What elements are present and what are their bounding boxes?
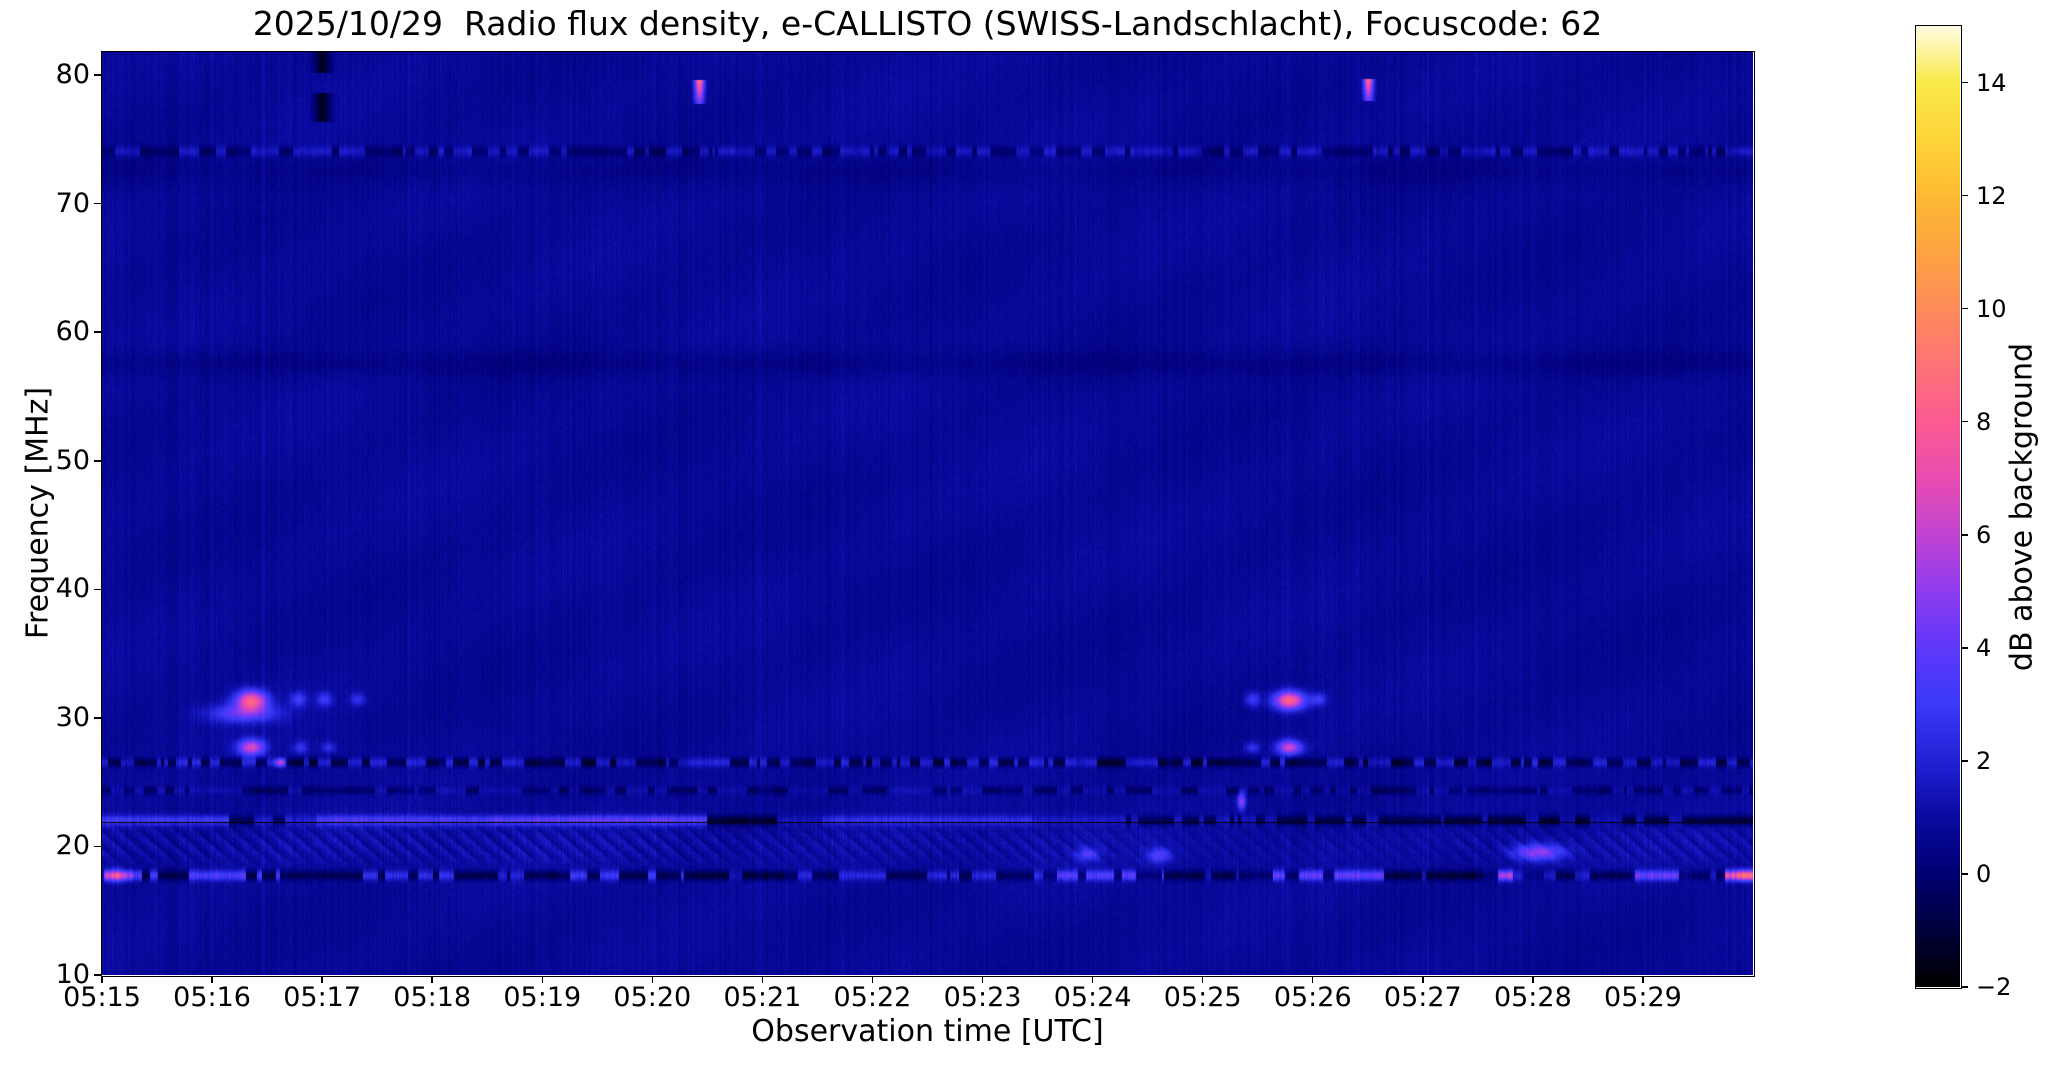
x-tick-mark: [1422, 976, 1424, 983]
x-tick-mark: [431, 976, 433, 983]
colorbar-tick-label: 8: [1976, 407, 1992, 436]
y-tick-label: 80: [55, 59, 90, 91]
x-tick-label: 05:15: [63, 982, 141, 1013]
colorbar-tick-label: 14: [1976, 68, 2007, 97]
x-tick-label: 05:29: [1604, 982, 1682, 1013]
colorbar-tick-mark: [1961, 760, 1968, 762]
y-tick-label: 20: [55, 830, 90, 862]
x-tick-label: 05:22: [833, 982, 912, 1013]
x-tick-mark: [1091, 976, 1094, 983]
colorbar-tick-label: −2: [1976, 973, 2012, 1001]
y-tick-label: 30: [55, 701, 90, 733]
x-tick-mark: [761, 976, 764, 983]
x-tick-label: 05:16: [173, 982, 251, 1013]
x-tick-mark: [1642, 976, 1644, 983]
x-tick-mark: [321, 976, 323, 983]
colorbar-tick-mark: [1961, 647, 1968, 649]
y-tick-mark: [94, 202, 101, 205]
colorbar-tick-label: 4: [1976, 633, 1992, 662]
x-tick-mark: [651, 976, 654, 983]
y-tick-mark: [94, 845, 101, 848]
y-tick-mark: [94, 460, 101, 462]
x-tick-mark: [1311, 976, 1314, 983]
colorbar-tick-mark: [1961, 534, 1968, 536]
x-tick-label: 05:25: [1163, 982, 1242, 1013]
colorbar-tick-label: 12: [1976, 181, 2007, 210]
colorbar-tick-label: 2: [1976, 746, 1992, 775]
x-tick-mark: [981, 976, 984, 983]
figure-title: 2025/10/29 Radio flux density, e-CALLIST…: [252, 4, 1603, 43]
x-tick-label: 05:21: [723, 982, 802, 1013]
x-tick-label: 05:27: [1383, 982, 1462, 1013]
x-tick-mark: [541, 976, 544, 983]
x-tick-label: 05:23: [943, 982, 1022, 1013]
x-tick-label: 05:18: [393, 982, 472, 1013]
colorbar-tick-mark: [1961, 873, 1968, 875]
x-tick-label: 05:20: [613, 982, 692, 1013]
colorbar-tick-mark: [1961, 986, 1968, 988]
x-axis-label: Observation time [UTC]: [751, 1014, 1104, 1049]
x-tick-label: 05:17: [283, 982, 362, 1013]
y-tick-mark: [94, 974, 101, 976]
x-tick-label: 05:26: [1273, 982, 1352, 1013]
x-tick-mark: [101, 976, 103, 983]
y-tick-mark: [94, 331, 101, 333]
colorbar-label: dB above background: [2004, 342, 2040, 672]
colorbar-tick-label: 10: [1976, 294, 2007, 323]
y-tick-label: 50: [55, 444, 90, 476]
x-tick-label: 05:28: [1493, 982, 1572, 1013]
y-tick-label: 60: [55, 316, 90, 348]
y-tick-label: 70: [55, 187, 90, 219]
y-axis-label: Frequency [MHz]: [20, 386, 56, 640]
x-tick-mark: [211, 976, 213, 983]
colorbar-tick-label: 6: [1976, 520, 1992, 549]
colorbar-tick-mark: [1961, 420, 1968, 423]
x-tick-label: 05:24: [1053, 982, 1132, 1013]
spectrogram-plot: [102, 52, 1753, 975]
x-tick-mark: [871, 976, 874, 983]
colorbar-tick-mark: [1961, 81, 1968, 84]
y-tick-mark: [94, 588, 101, 591]
x-tick-mark: [1201, 976, 1204, 983]
colorbar-tick-mark: [1961, 194, 1968, 197]
colorbar: [1916, 26, 1960, 987]
x-tick-mark: [1532, 976, 1534, 983]
y-tick-mark: [94, 717, 101, 719]
colorbar-tick-label: 0: [1976, 859, 1992, 888]
colorbar-tick-mark: [1961, 307, 1968, 310]
x-tick-label: 05:19: [503, 982, 582, 1013]
y-tick-label: 10: [55, 959, 90, 990]
y-tick-label: 40: [55, 573, 90, 605]
y-tick-mark: [94, 74, 101, 76]
